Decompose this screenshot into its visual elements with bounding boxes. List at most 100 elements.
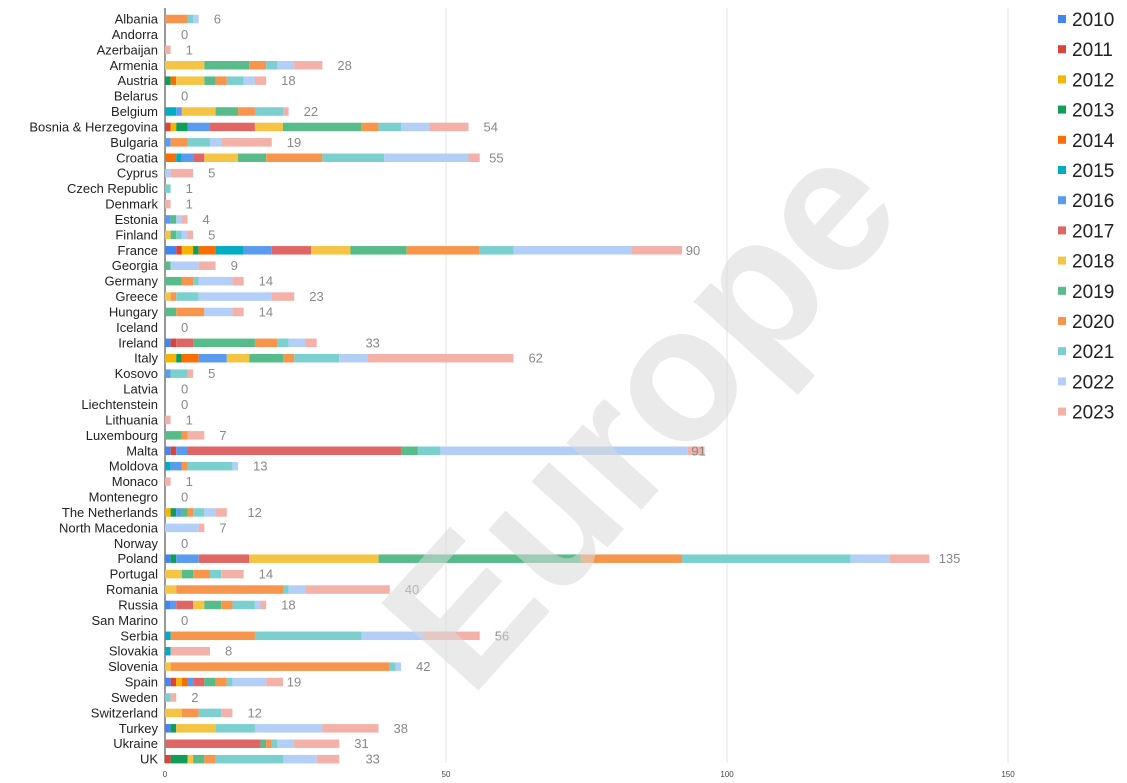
total-label: 9 (231, 258, 238, 273)
category-label: Spain (125, 675, 158, 690)
total-label: 0 (181, 27, 188, 42)
bar-segment-2019 (193, 754, 205, 764)
total-value-labels: 6012818022541955511459091423140336250017… (181, 12, 960, 767)
category-label: Albania (115, 12, 159, 27)
total-label: 18 (281, 73, 295, 88)
bar-segment-2022 (283, 754, 317, 764)
category-label: The Netherlands (62, 505, 159, 520)
legend-label: 2019 (1072, 282, 1114, 303)
bar-segment-2023 (367, 353, 514, 363)
bar-segment-2019 (204, 76, 216, 85)
bar-segment-2019 (249, 353, 284, 363)
bar-segment-2011 (170, 677, 177, 687)
category-label: Serbia (120, 628, 158, 643)
bar-segment-2016 (187, 677, 194, 687)
bar-segment-2019 (283, 122, 362, 132)
category-label: France (118, 243, 158, 258)
bar-segment-2015 (215, 246, 244, 255)
bar-segment-2019 (165, 431, 182, 440)
bar-segment-2021 (187, 461, 233, 471)
bar-segment-2021 (187, 14, 194, 24)
legend-label: 2021 (1072, 342, 1114, 363)
bar-segment-2023 (198, 523, 205, 533)
bar-segment-2015 (176, 153, 182, 163)
category-label: Turkey (119, 721, 159, 736)
category-label: Cyprus (117, 166, 159, 181)
bar-segment-2021 (271, 739, 278, 748)
bar-segment-2016 (198, 353, 227, 363)
legend-swatch (1058, 196, 1066, 205)
bar-segment-2020 (181, 708, 199, 718)
category-label: North Macedonia (59, 520, 159, 535)
bar-segment-2021 (193, 508, 205, 517)
legend-label: 2010 (1072, 10, 1114, 31)
legend-swatch (1058, 135, 1066, 144)
legend-swatch (1058, 166, 1066, 174)
category-label: Slovenia (108, 659, 159, 674)
total-label: 33 (365, 752, 379, 767)
bar-segment-2022 (384, 153, 469, 163)
bar-segment-2017 (271, 246, 312, 255)
category-label: Norway (114, 536, 159, 551)
bar-segment-2023 (305, 338, 317, 348)
legend-swatch (1058, 286, 1066, 295)
bar-segment-2013 (176, 122, 188, 132)
bar-segment-2017 (193, 677, 205, 687)
total-label: 55 (489, 150, 503, 165)
category-label: Estonia (115, 212, 159, 227)
bar-segment-2020 (215, 677, 227, 687)
bar-segment-2023 (316, 754, 340, 764)
bar-segment-2020 (266, 739, 272, 748)
bar-segment-2015 (165, 107, 177, 116)
bar-segment-2021 (266, 61, 278, 70)
category-label: Sweden (111, 690, 158, 705)
bar-segment-2023 (260, 600, 267, 610)
bar-segment-2023 (215, 508, 227, 517)
bar-segment-2023 (165, 477, 171, 486)
category-label: Ukraine (113, 736, 158, 751)
bar-segment-2020 (181, 431, 188, 440)
total-label: 5 (208, 366, 215, 381)
bar-segment-2014 (181, 677, 188, 687)
bar-segment-2017 (165, 739, 261, 748)
total-label: 0 (181, 490, 188, 505)
bar-segment-2016 (165, 138, 171, 147)
bar-segment-2019 (204, 600, 222, 610)
bar-segment-2019 (378, 554, 581, 563)
category-label: Monaco (112, 474, 158, 489)
bar-segment-2013 (170, 724, 177, 733)
total-label: 23 (309, 289, 323, 304)
legend-label: 2023 (1072, 403, 1114, 424)
bar-segment-2023 (423, 631, 480, 641)
bar-segment-2014 (198, 246, 216, 255)
bar-segment-2021 (165, 693, 171, 702)
legend-label: 2017 (1072, 221, 1114, 242)
bar-segment-2022 (193, 14, 199, 24)
bar-segment-2023 (283, 107, 289, 116)
total-label: 19 (287, 135, 301, 150)
category-label: Andorra (112, 27, 159, 42)
bar-segment-2020 (238, 107, 255, 116)
total-label: 38 (394, 721, 408, 736)
bar-segment-2016 (176, 508, 182, 517)
bar-segment-2023 (232, 276, 244, 286)
category-label: Switzerland (91, 705, 158, 720)
bar-segment-2018 (226, 353, 250, 363)
x-tick-label: 0 (163, 770, 168, 779)
bar-segment-2014 (165, 153, 177, 163)
bar-segment-2021 (479, 246, 514, 255)
bar-segment-2023 (322, 724, 379, 733)
bar-segment-2021 (193, 276, 199, 286)
bar-segment-2019 (260, 739, 267, 748)
bar-segment-2023 (221, 569, 244, 579)
legend-swatch (1058, 347, 1066, 356)
bar-segment-2019 (401, 446, 418, 456)
total-label: 13 (253, 459, 267, 474)
bar-segment-2012 (181, 246, 194, 255)
category-label: UK (140, 752, 158, 767)
category-label: Georgia (112, 258, 159, 273)
bar-segment-2022 (165, 168, 171, 178)
bar-segment-2020 (165, 14, 188, 24)
category-label: Romania (106, 582, 159, 597)
bar-segment-2022 (165, 523, 199, 533)
